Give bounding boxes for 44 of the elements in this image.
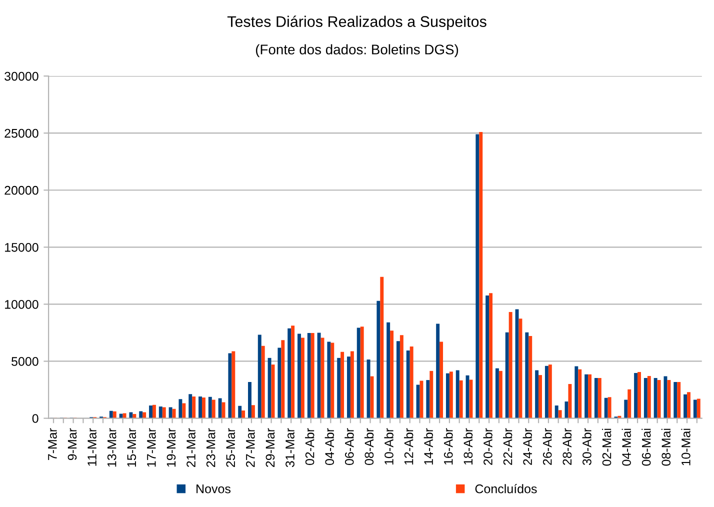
chart-subtitle: (Fonte dos dados: Boletins DGS) [256,44,458,58]
x-tick-label: 27-Mar [246,428,255,467]
x-tick-label: 28-Abr [562,428,572,465]
x-tick-label: 08-Mai [661,428,671,466]
x-tick-label: 31-Mar [286,428,294,468]
x-tick-label: 13-Mar [107,428,116,467]
x-tick-label: 12-Abr [404,428,414,465]
x-tick-label: 06-Mai [642,428,651,466]
x-tick-label: 11-Mar [88,428,96,466]
x-tick-label: 17-Mar [147,428,156,467]
x-tick-label: 04-Abr [324,428,334,466]
x-tick-label: 02-Abr [305,428,314,466]
x-tick-label: 18-Abr [463,428,473,465]
x-tick-label: 19-Mar [166,428,176,467]
y-tick-label: 0 [32,414,38,423]
x-tick-label: 25-Mar [226,428,236,467]
x-tick-label: 14-Abr [424,428,434,465]
x-tick-label: 23-Mar [206,428,216,467]
y-tick-label: 20000 [4,186,38,195]
x-tick-label: 06-Abr [344,428,354,466]
y-tick-label: 10000 [5,300,38,309]
x-tick-label: 9-Mar [68,428,77,460]
x-tick-label: 26-Abr [542,428,552,465]
x-tick-label: 10-Mai [681,428,690,466]
chart-title: Testes Diários Realizados a Suspeitos [227,16,486,30]
legend-label: Concluídos [475,484,537,494]
x-tick-label: 02-Mai [602,428,612,466]
y-tick-label: 5000 [12,357,38,366]
x-tick-label: 04-Mai [622,428,631,466]
y-tick-label: 30000 [4,72,38,81]
x-tick-label: 7-Mar [48,428,57,460]
x-tick-label: 20-Abr [483,428,492,465]
x-tick-label: 15-Mar [127,428,136,467]
x-tick-label: 30-Abr [582,428,592,466]
x-tick-label: 21-Mar [186,428,196,467]
legend-label: Novos [196,484,230,494]
x-tick-label: 22-Abr [503,428,512,465]
y-tick-label: 15000 [5,242,38,252]
x-tick-label: 24-Abr [522,428,532,465]
x-tick-label: 10-Abr [384,428,394,465]
y-tick-label: 25000 [4,128,38,138]
x-tick-label: 08-Abr [364,428,374,466]
x-tick-label: 29-Mar [266,428,275,467]
x-tick-label: 16-Abr [444,428,453,465]
